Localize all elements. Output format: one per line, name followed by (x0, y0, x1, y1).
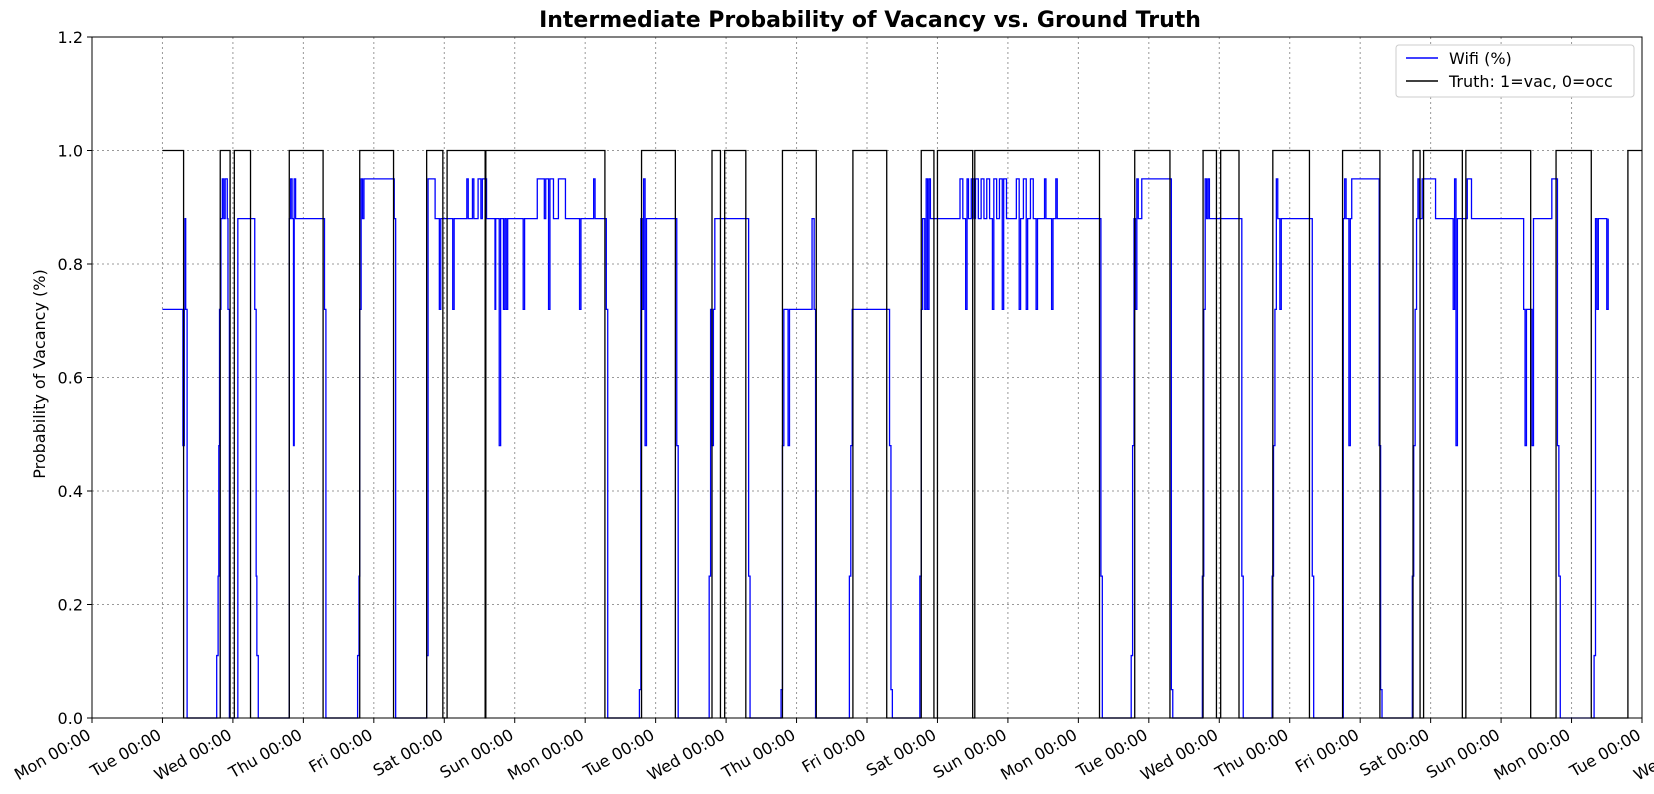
y-tick-label: 0.0 (58, 709, 83, 728)
legend-label-truth: Truth: 1=vac, 0=occ (1448, 72, 1613, 91)
y-tick-label: 0.6 (58, 369, 83, 388)
y-tick-label: 0.2 (58, 596, 83, 615)
series-line-wifi (162, 178, 1609, 719)
chart-title: Intermediate Probability of Vacancy vs. … (539, 8, 1201, 33)
x-tick-label: Thu 00:00 (225, 725, 306, 783)
series-layer (162, 149, 1642, 719)
x-tick-label: Sun 00:00 (1423, 725, 1503, 782)
y-axis-label: Probability of Vacancy (%) (30, 269, 49, 478)
y-tick-label: 0.8 (58, 255, 83, 274)
x-tick-label: Sat 00:00 (1356, 725, 1433, 780)
x-tick-label: Wed 00:00 (151, 725, 235, 784)
legend: Wifi (%) Truth: 1=vac, 0=occ (1395, 44, 1635, 98)
x-tick-label: Wed 00:00 (644, 725, 728, 784)
x-tick-label: Sun 00:00 (437, 725, 517, 782)
y-tick-label: 1.2 (58, 28, 83, 47)
x-tick-label: Mon 00:00 (997, 725, 1080, 784)
x-tick-label: Fri 00:00 (799, 725, 869, 777)
x-tick-label: Thu 00:00 (718, 725, 799, 783)
x-tick-label: Mon 00:00 (1490, 725, 1573, 784)
x-tick-label: Mon 00:00 (504, 725, 587, 784)
y-tick-label: 0.4 (58, 482, 83, 501)
x-tick-label: Thu 00:00 (1211, 725, 1292, 783)
x-tick-label: Sat 00:00 (863, 725, 940, 780)
legend-label-wifi: Wifi (%) (1449, 49, 1512, 68)
x-tick-label: Wed 00:00 (1137, 725, 1221, 784)
y-tick-label: 1.0 (58, 142, 83, 161)
x-tick-label: Sun 00:00 (930, 725, 1010, 782)
x-tick-label: Fri 00:00 (305, 725, 375, 777)
x-tick-label: Mon 00:00 (11, 725, 94, 784)
y-ticks: 0.0 0.2 0.4 0.6 0.8 1.0 1.2 (58, 28, 92, 728)
legend-box (1395, 44, 1635, 98)
x-tick-label: Fri 00:00 (1292, 725, 1362, 777)
series-line-truth (162, 149, 1642, 719)
x-tick-label: Sat 00:00 (370, 725, 447, 780)
